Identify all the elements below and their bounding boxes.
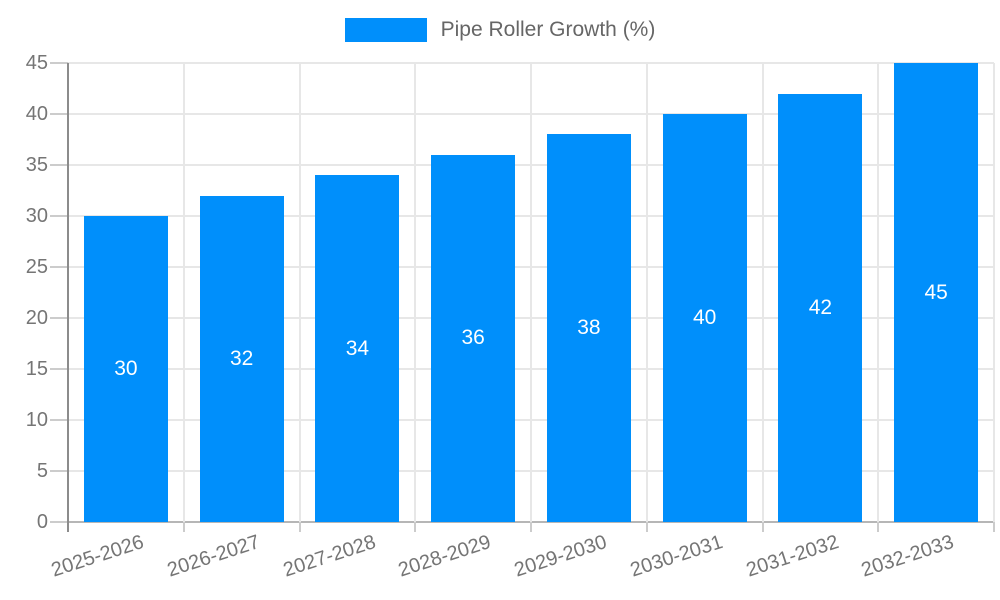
bar-value-label: 30: [114, 357, 138, 380]
y-axis-label: 15: [25, 358, 48, 380]
y-axis-label: 30: [25, 205, 48, 227]
x-axis-tick: [877, 522, 880, 532]
legend-swatch: [344, 18, 427, 42]
x-axis-tick: [414, 522, 417, 532]
legend-label: Pipe Roller Growth (%): [440, 18, 656, 41]
gridline-vertical: [530, 63, 532, 522]
x-axis-label: 2030-2031: [627, 531, 726, 582]
bar-value-label: 38: [577, 316, 601, 340]
x-axis-tick: [298, 522, 301, 532]
bar-value-label: 42: [808, 295, 833, 319]
x-axis-tick: [761, 522, 764, 532]
bar[interactable]: 34: [315, 175, 400, 522]
gridline-vertical: [993, 63, 995, 522]
y-axis-label: 20: [25, 307, 48, 329]
y-axis-tick: [50, 215, 68, 217]
gridline-vertical: [182, 63, 185, 522]
x-axis-tick: [645, 522, 648, 532]
y-axis-label: 0: [36, 511, 48, 533]
gridline-vertical: [298, 63, 301, 522]
x-axis-label: 2027-2028: [280, 531, 379, 582]
y-axis-label: 10: [25, 409, 48, 431]
y-axis-tick: [50, 317, 68, 319]
x-axis-tick: [530, 522, 532, 532]
bar[interactable]: 30: [83, 216, 168, 522]
x-axis-label: 2029-2030: [511, 531, 610, 582]
gridline-vertical: [414, 63, 417, 522]
bar-value-label: 45: [924, 280, 948, 304]
y-axis-label: 35: [25, 154, 48, 176]
x-axis-label: 2026-2027: [164, 531, 263, 582]
bar[interactable]: 36: [431, 154, 516, 522]
y-axis-tick: [50, 266, 68, 268]
y-axis-tick: [50, 368, 68, 370]
bar[interactable]: 45: [894, 63, 979, 522]
x-axis-label: 2025-2026: [48, 531, 147, 582]
y-axis-label: 25: [25, 256, 48, 278]
gridline-vertical: [645, 63, 648, 522]
y-axis-tick: [50, 419, 68, 421]
x-axis-tick: [182, 522, 185, 532]
y-axis-line: [67, 63, 69, 532]
x-axis-label: 2031-2032: [743, 531, 842, 582]
bar-value-label: 36: [461, 326, 485, 350]
bar-value-label: 34: [345, 336, 370, 360]
bar[interactable]: 42: [778, 93, 863, 522]
bar[interactable]: 40: [662, 114, 747, 522]
x-axis-tick: [993, 522, 995, 532]
y-axis-tick: [50, 470, 68, 472]
legend[interactable]: Pipe Roller Growth (%): [0, 18, 1000, 42]
bar[interactable]: 38: [546, 134, 631, 522]
y-axis-tick: [50, 521, 68, 523]
x-axis-label: 2032-2033: [859, 531, 957, 582]
bar[interactable]: 32: [199, 195, 284, 522]
y-axis-label: 45: [25, 52, 48, 74]
y-axis-label: 5: [36, 460, 48, 482]
y-axis-tick: [50, 62, 68, 64]
gridline-vertical: [761, 63, 764, 522]
bar-value-label: 32: [229, 346, 254, 370]
y-axis-label: 40: [25, 103, 48, 125]
bar-value-label: 40: [692, 306, 717, 329]
x-axis-label: 2028-2029: [396, 531, 494, 582]
y-axis-tick: [50, 164, 68, 166]
y-axis-tick: [50, 113, 68, 115]
gridline-vertical: [877, 63, 880, 522]
